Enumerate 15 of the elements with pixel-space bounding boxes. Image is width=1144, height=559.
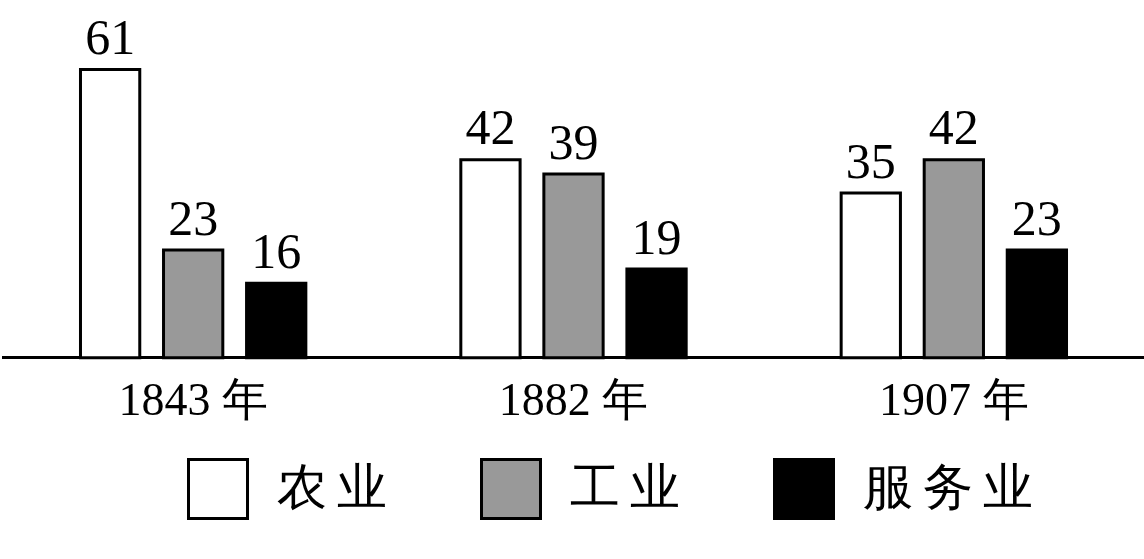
x-tick-label: 1907 年 — [879, 374, 1029, 426]
data-label: 23 — [168, 189, 219, 246]
data-label: 19 — [631, 208, 682, 265]
x-tick-label: 1882 年 — [498, 374, 649, 426]
x-tick-label: 1843 年 — [118, 374, 268, 426]
data-label: 35 — [845, 132, 896, 189]
data-label: 61 — [85, 9, 136, 66]
data-label: 39 — [548, 113, 599, 170]
data-label: 42 — [465, 99, 516, 156]
legend-label: 农业 — [277, 459, 397, 516]
data-label: 42 — [928, 99, 979, 156]
data-label: 16 — [251, 222, 302, 279]
legend-label: 工业 — [570, 459, 690, 516]
legend-label: 服务业 — [863, 459, 1043, 516]
data-label: 23 — [1011, 189, 1062, 246]
